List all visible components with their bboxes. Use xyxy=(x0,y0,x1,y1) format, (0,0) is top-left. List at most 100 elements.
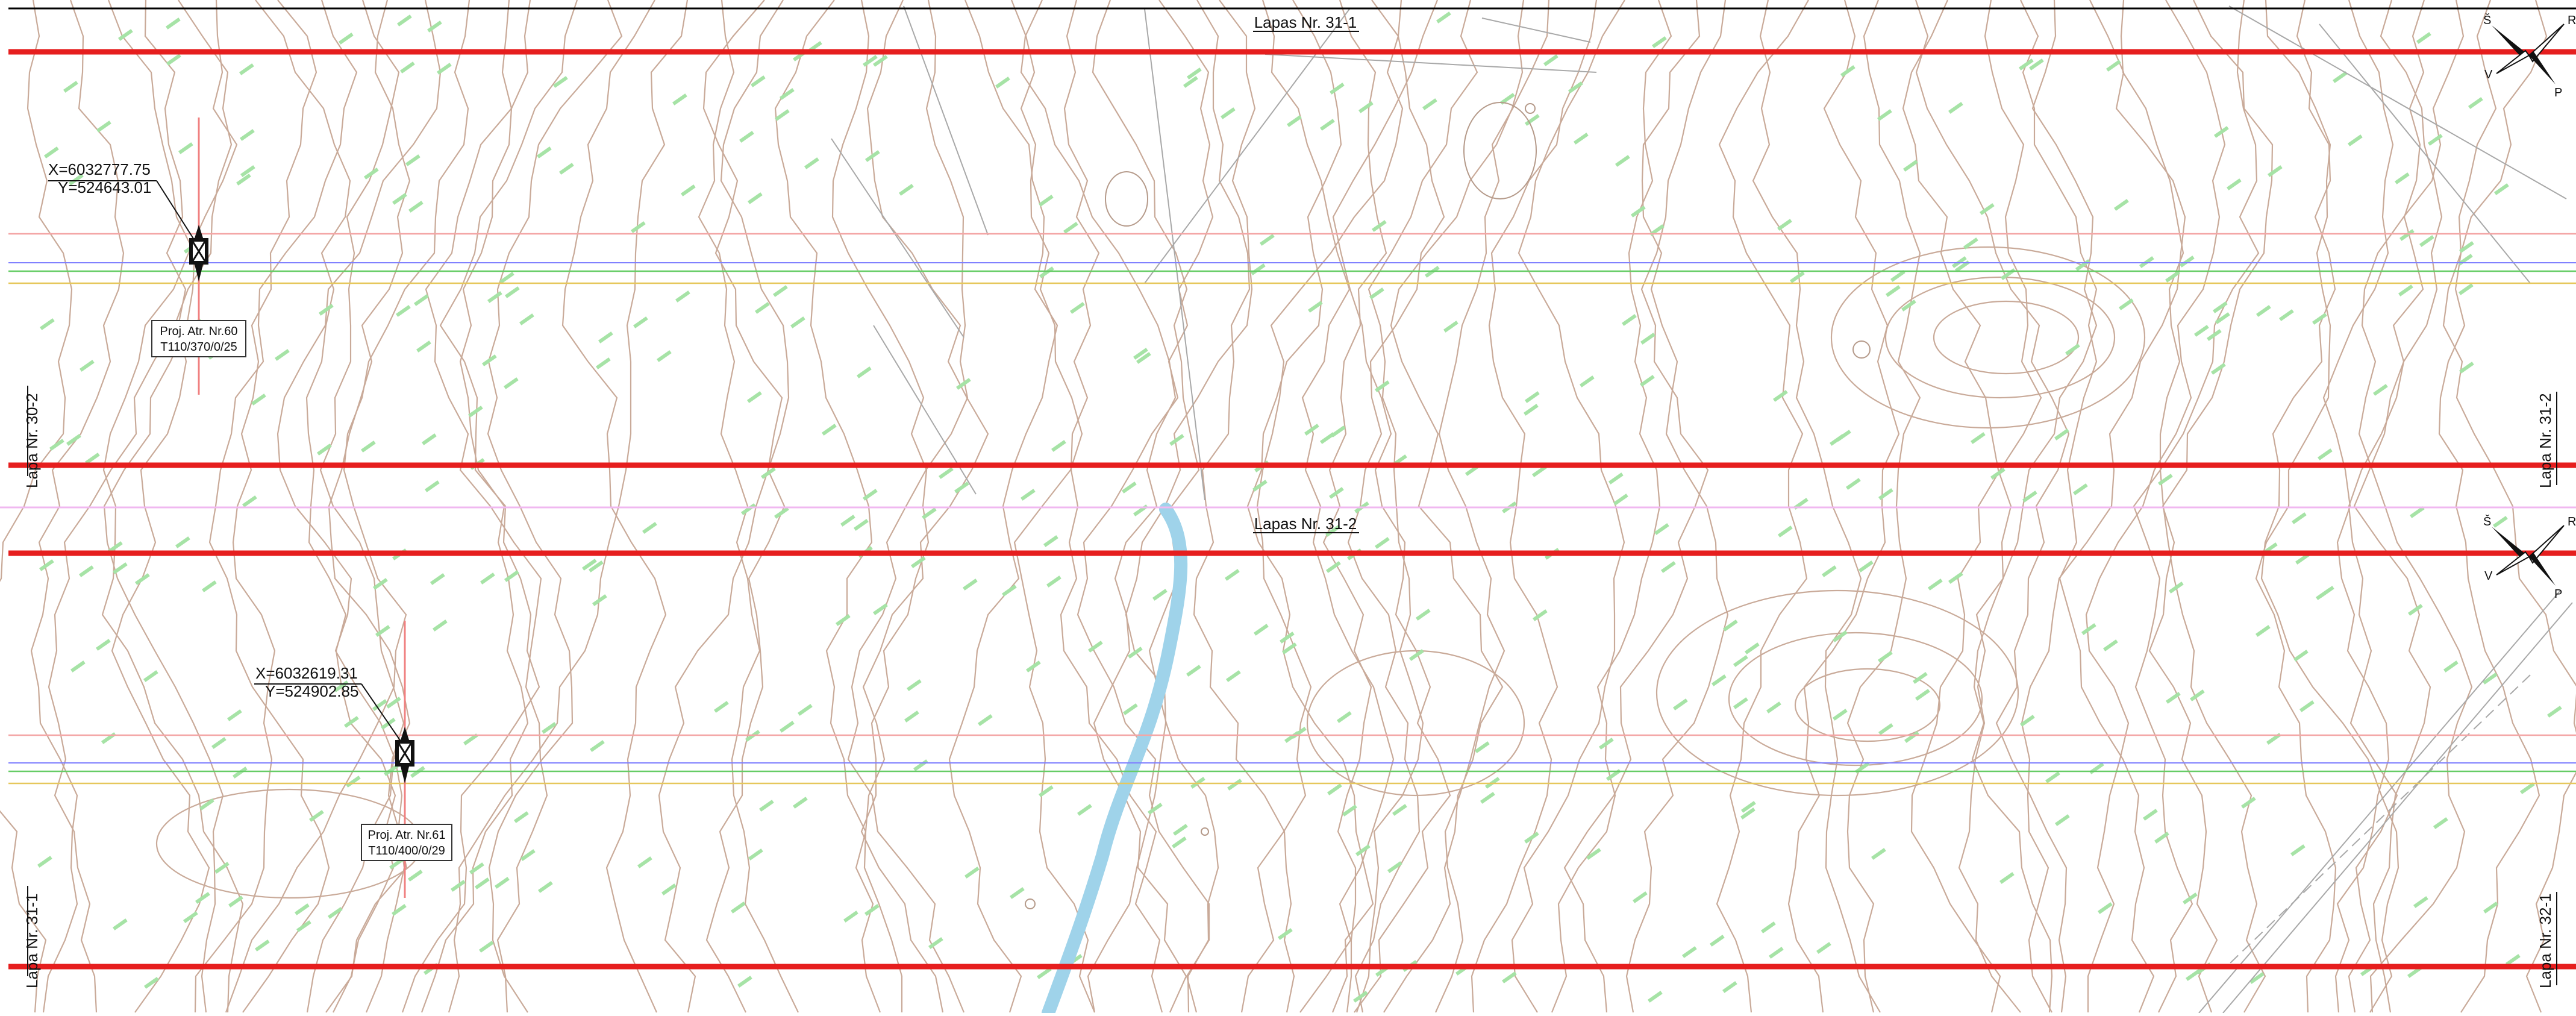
elevation-mark xyxy=(1331,425,1346,437)
contour-loop xyxy=(1306,650,1525,797)
elevation-mark xyxy=(1152,589,1168,601)
elevation-mark xyxy=(499,272,514,284)
elevation-mark xyxy=(538,881,553,893)
elevation-mark xyxy=(1682,946,1697,958)
contour-loop xyxy=(1884,276,2116,399)
elevation-mark xyxy=(405,154,420,166)
elevation-mark xyxy=(1127,647,1143,659)
elevation-mark xyxy=(2399,229,2415,241)
elevation-mark xyxy=(1740,801,1756,813)
contour-line xyxy=(448,0,689,1013)
elevation-mark xyxy=(2211,363,2226,375)
elevation-mark xyxy=(2493,516,2508,528)
contour-line xyxy=(101,0,244,1013)
contour-line xyxy=(103,0,224,1013)
elevation-mark xyxy=(1260,234,1275,246)
right-sheet-label: Lapa Nr. 32-1 xyxy=(2536,893,2554,988)
elevation-mark xyxy=(1712,674,1727,686)
elevation-mark xyxy=(2268,165,2283,177)
elevation-mark xyxy=(863,55,878,67)
elevation-mark xyxy=(80,360,95,372)
elevation-mark xyxy=(519,313,534,325)
elevation-mark xyxy=(1613,494,1628,506)
elevation-mark xyxy=(928,937,943,949)
elevation-mark xyxy=(1475,741,1490,753)
contour-line xyxy=(847,0,969,1013)
elevation-mark xyxy=(1948,572,1963,584)
elevation-mark xyxy=(1586,848,1601,860)
elevation-mark xyxy=(2256,305,2271,317)
elevation-mark xyxy=(1277,928,1293,940)
elevation-mark xyxy=(294,903,310,915)
elevation-mark xyxy=(2290,844,2306,856)
elevation-mark xyxy=(1284,731,1299,743)
elevation-mark xyxy=(553,76,568,88)
contour-line xyxy=(862,0,989,1012)
elevation-mark xyxy=(747,391,762,403)
elevation-mark xyxy=(397,14,412,27)
elevation-mark xyxy=(317,444,332,456)
elevation-mark xyxy=(2312,313,2327,325)
contour-loop xyxy=(1794,668,1941,742)
contour-line xyxy=(2255,0,2337,1013)
contour-line xyxy=(2348,0,2443,1013)
project-label-box xyxy=(151,320,246,357)
elevation-mark xyxy=(1225,569,1240,581)
elevation-mark xyxy=(1744,642,1760,654)
elevation-mark xyxy=(911,556,926,568)
elevation-mark xyxy=(780,88,795,100)
elevation-mark xyxy=(1902,160,1918,172)
elevation-mark xyxy=(414,294,429,306)
elevation-mark xyxy=(240,129,255,141)
elevation-mark xyxy=(2213,301,2228,313)
elevation-mark xyxy=(559,163,574,175)
elevation-mark xyxy=(1568,81,1583,93)
elevation-mark xyxy=(2106,60,2121,72)
elevation-mark xyxy=(1171,836,1187,848)
elevation-mark xyxy=(1901,299,1916,312)
elevation-mark xyxy=(2373,384,2388,396)
elevation-mark xyxy=(467,406,483,418)
elevation-mark xyxy=(2102,639,2118,651)
elevation-mark xyxy=(2019,58,2034,71)
elevation-mark xyxy=(482,354,497,366)
elevation-mark xyxy=(1833,630,1848,642)
coordinate-y: Y=524643.01 xyxy=(58,178,151,196)
elevation-mark xyxy=(1877,109,1892,121)
elevation-mark xyxy=(360,441,376,453)
elevation-mark xyxy=(672,93,687,105)
elevation-mark xyxy=(1002,585,1017,597)
elevation-mark xyxy=(1043,535,1058,547)
elevation-mark xyxy=(1955,260,1970,272)
elevation-mark xyxy=(70,660,86,673)
project-label-line1: Proj. Atr. Nr.61 xyxy=(368,829,446,842)
elevation-mark xyxy=(2169,582,2184,594)
elevation-mark xyxy=(1183,76,1198,88)
elevation-mark xyxy=(843,911,858,923)
right-sheet-label: Lapa Nr. 31-2 xyxy=(2536,393,2554,488)
contour-line xyxy=(2442,0,2576,1013)
elevation-mark xyxy=(494,877,510,889)
elevation-mark xyxy=(1871,848,1886,860)
elevation-mark xyxy=(741,503,756,515)
elevation-mark xyxy=(751,75,766,87)
elevation-mark xyxy=(1878,723,1893,735)
elevation-mark xyxy=(964,867,980,879)
elevation-mark xyxy=(541,722,557,734)
elevation-mark xyxy=(113,562,128,574)
contour-line xyxy=(1787,0,1900,1013)
elevation-mark xyxy=(2114,199,2129,211)
contour-line xyxy=(111,0,210,1013)
elevation-mark xyxy=(1640,375,1655,387)
contour-line xyxy=(1563,0,1727,1013)
contour-line xyxy=(1752,0,1881,1013)
elevation-mark xyxy=(1282,642,1297,654)
elevation-mark xyxy=(1122,481,1137,494)
elevation-mark xyxy=(37,856,52,868)
contour-line xyxy=(2353,0,2431,1013)
contour-line xyxy=(2133,0,2260,1013)
elevation-mark xyxy=(112,918,128,930)
pipe-marker-icon xyxy=(189,225,208,281)
elevation-mark xyxy=(2299,700,2315,712)
elevation-mark xyxy=(85,453,100,465)
